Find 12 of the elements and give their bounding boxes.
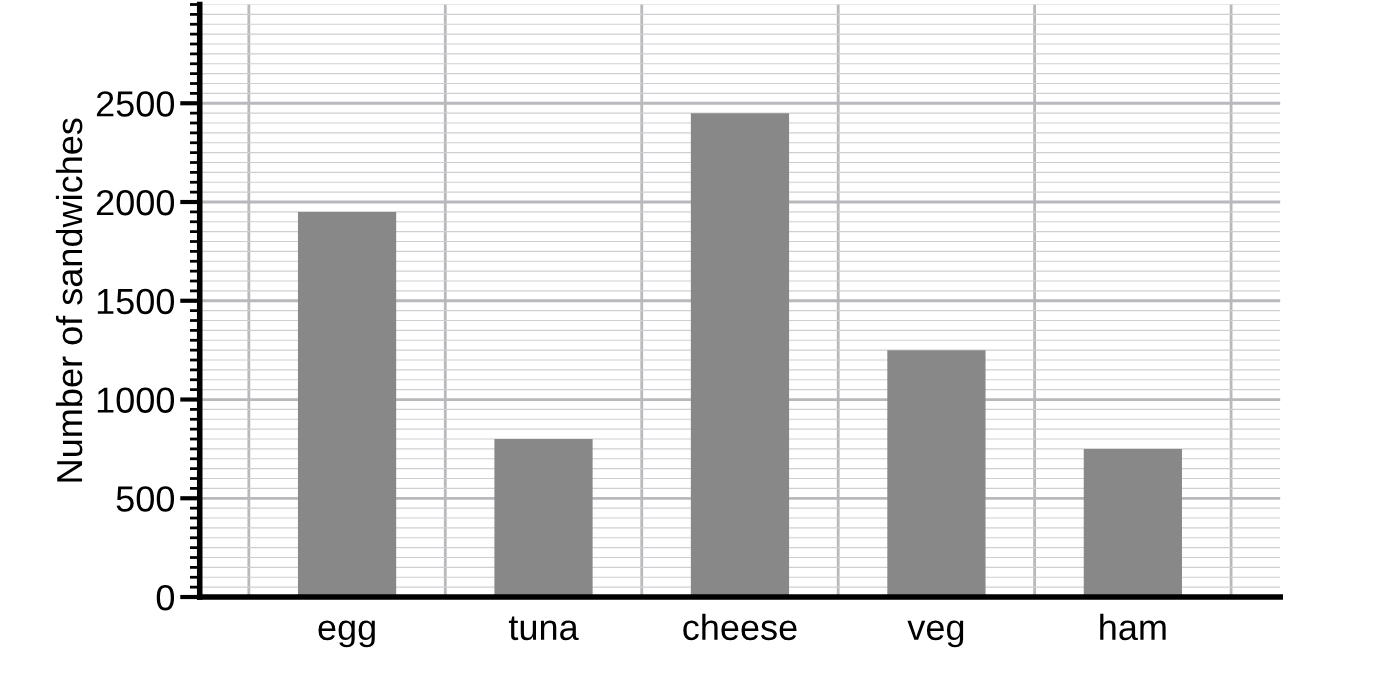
y-tick-label: 1000 (97, 387, 175, 413)
x-tick-label: tuna (508, 616, 579, 641)
y-tick-label: 0 (156, 584, 175, 611)
y-tick-label: 1500 (97, 288, 175, 315)
x-tick-label: cheese (683, 613, 797, 641)
x-tick-label: ham (1100, 613, 1166, 641)
x-tick-label: egg (318, 620, 375, 648)
y-tick-label: 2500 (96, 91, 175, 117)
y-tick-label: 2000 (96, 189, 175, 216)
x-tick-label: veg (907, 620, 964, 648)
y-tick-label: 500 (116, 486, 175, 512)
y-axis-title: Number of sandwiches (55, 118, 83, 482)
